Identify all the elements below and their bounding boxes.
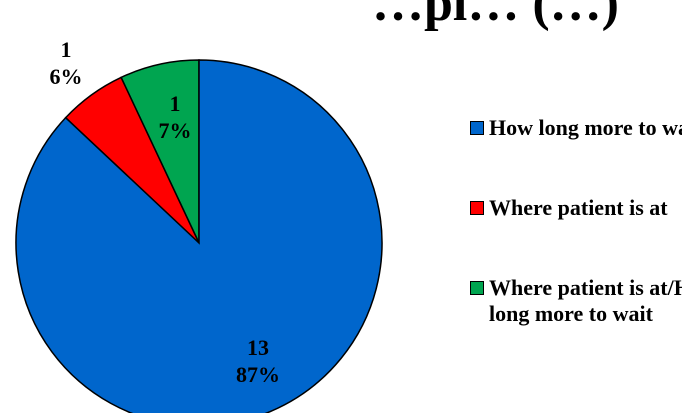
data-label-blue: 13 87% <box>203 334 313 388</box>
data-label-red-percent: 6% <box>49 64 83 89</box>
data-label-green-value: 1 <box>169 91 181 116</box>
legend: How long more to wait Where patient is a… <box>470 115 682 355</box>
legend-label: Where patient is at/How long more to wai… <box>489 275 682 326</box>
legend-label: Where patient is at <box>489 195 668 220</box>
data-label-green: 1 7% <box>125 90 225 144</box>
data-label-green-percent: 7% <box>158 118 192 143</box>
legend-item: How long more to wait <box>470 115 682 195</box>
legend-swatch-blue <box>470 121 484 135</box>
data-label-blue-value: 13 <box>247 335 269 360</box>
legend-swatch-green <box>470 281 484 295</box>
legend-item: Where patient is at/How long more to wai… <box>470 275 682 355</box>
legend-swatch-red <box>470 201 484 215</box>
legend-item: Where patient is at <box>470 195 682 275</box>
data-label-red-value: 1 <box>60 37 72 62</box>
data-label-red: 1 6% <box>16 36 116 90</box>
data-label-blue-percent: 87% <box>236 362 280 387</box>
legend-label: How long more to wait <box>489 115 682 140</box>
chart-title: …pl… (…) <box>372 0 619 32</box>
pie-slice-blue <box>15 59 383 413</box>
